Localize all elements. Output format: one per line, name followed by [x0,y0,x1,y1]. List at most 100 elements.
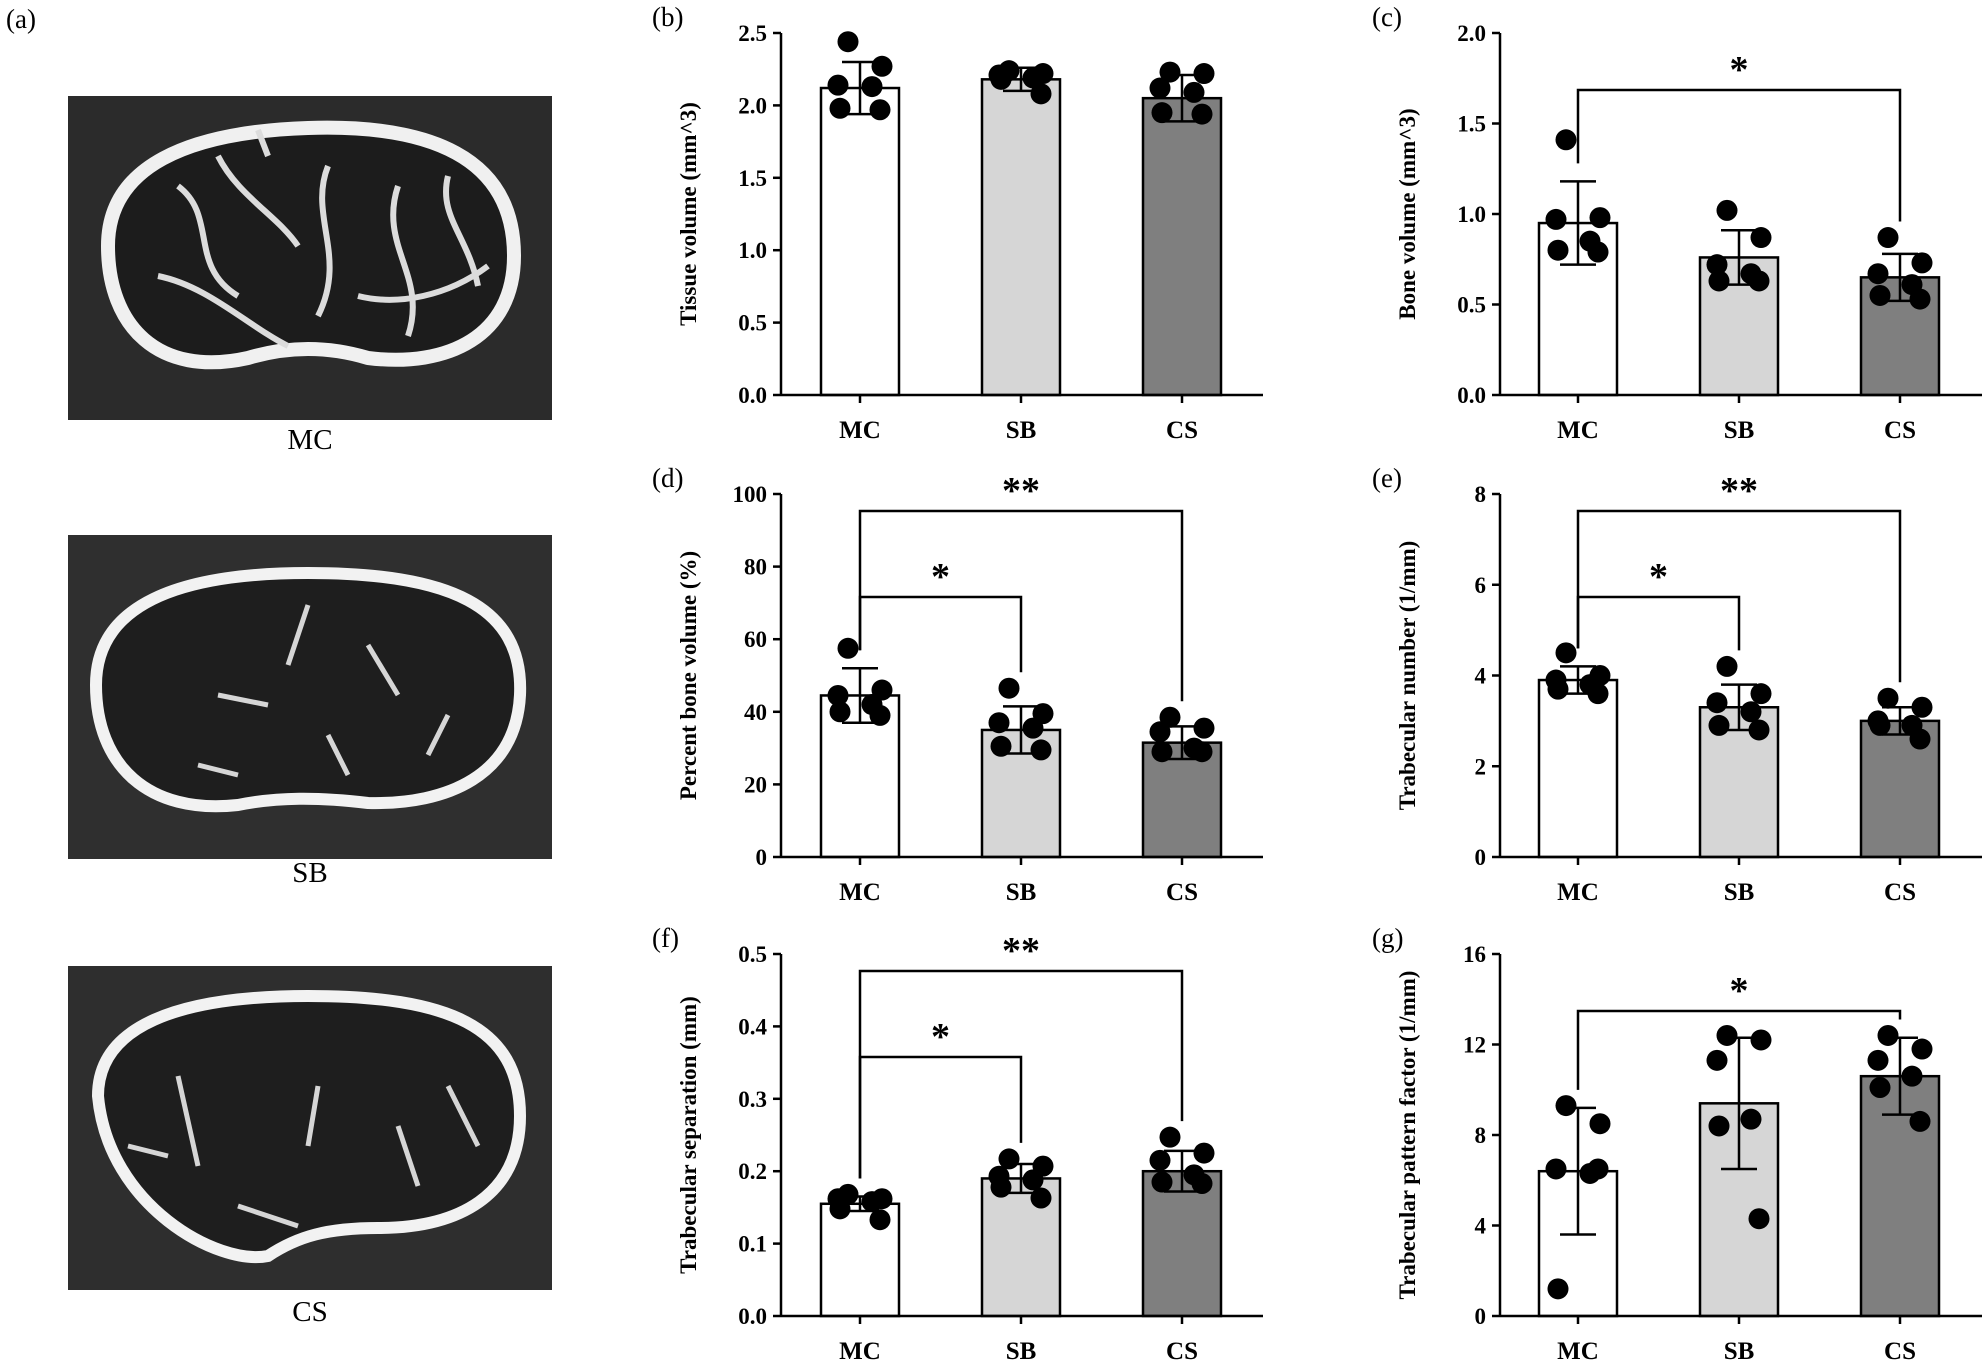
panel-letter: (f) [652,923,679,953]
panel-letter: (b) [652,2,683,32]
data-point [1909,288,1931,310]
data-point [1589,1113,1611,1135]
y-tick-label: 0 [756,845,768,870]
data-point [1911,252,1933,274]
data-point [1748,270,1770,292]
x-tick-label: CS [1884,417,1916,444]
data-point [829,1198,851,1220]
panel-letter: (g) [1372,923,1403,953]
data-point [1030,83,1052,105]
y-tick-label: 2.5 [738,21,767,46]
data-point [1911,1038,1933,1060]
data-point [1183,81,1205,103]
significance-bracket [1576,595,1741,651]
y-tick-label: 100 [733,482,768,507]
x-tick-label: SB [1724,1338,1755,1365]
data-point [1547,1278,1569,1300]
significance-label: ** [1002,470,1040,512]
data-point [1869,714,1891,736]
y-tick-label: 0.5 [738,311,767,336]
data-point [1149,77,1171,99]
y-tick-label: 6 [1475,573,1487,598]
data-point [988,712,1010,734]
data-point [1547,678,1569,700]
y-tick-label: 1.0 [738,238,767,263]
x-tick-label: MC [839,1338,881,1365]
x-tick-label: MC [1557,879,1599,906]
x-tick-label: MC [1557,1338,1599,1365]
data-point [1911,696,1933,718]
panel-letter: (d) [652,463,683,493]
data-point [1716,199,1738,221]
y-tick-label: 4 [1475,1214,1487,1239]
data-point [1191,103,1213,125]
significance-label: * [1730,970,1749,1012]
data-point [829,701,851,723]
data-point [1030,739,1052,761]
data-point [837,637,859,659]
x-tick-label: SB [1006,879,1037,906]
significance-label: ** [1002,930,1040,972]
data-point [1587,241,1609,263]
significance-bracket [858,509,1184,702]
x-tick-label: SB [1724,879,1755,906]
significance-label: * [931,1016,950,1058]
significance-label: ** [1720,470,1758,512]
data-point [1869,1076,1891,1098]
data-point [829,97,851,119]
data-point [827,684,849,706]
ct-caption-mc: MC [287,424,333,456]
y-tick-label: 20 [744,772,767,797]
data-point [1589,207,1611,229]
x-tick-label: SB [1006,1338,1037,1365]
y-axis-label: Trabecular number (1/mm) [1395,541,1420,811]
data-point [1869,284,1891,306]
y-axis-label: Percent bone volume (%) [676,551,701,800]
panel-a-letter: (a) [6,4,36,34]
significance-bracket [1576,88,1902,222]
bar-cs [1141,741,1223,859]
y-tick-label: 2.0 [738,93,767,118]
y-axis-label: Tissue volume (mm^3) [676,102,701,326]
bar-sb [980,78,1062,397]
chart-g: (g) 0 4 8 12 16 MC SB CS Trabecular pattern facto… [1372,923,1982,1365]
data-point [1555,642,1577,664]
data-point [1909,1110,1931,1132]
significance-label: * [1649,556,1668,598]
y-tick-label: 0.1 [738,1232,767,1257]
x-tick-label: MC [839,879,881,906]
data-point [1191,1173,1213,1195]
data-point [1708,1115,1730,1137]
data-point [1877,687,1899,709]
data-point [1867,1049,1889,1071]
y-tick-label: 1.5 [1457,112,1486,137]
data-point [869,704,891,726]
data-point [1022,1169,1044,1191]
data-point [861,76,883,98]
data-point [1587,683,1609,705]
y-tick-label: 2 [1475,754,1487,779]
data-point [871,55,893,77]
data-point [1901,1065,1923,1087]
chart-c: (c) 0.0 0.5 1.0 1.5 2.0 MC SB CS Bone volume (mm^… [1372,2,1982,444]
data-point [1708,714,1730,736]
data-point [869,99,891,121]
data-point [1587,1158,1609,1180]
ct-image-cs [68,966,552,1290]
y-tick-label: 8 [1475,482,1487,507]
x-tick-label: SB [1006,417,1037,444]
data-point [990,1176,1012,1198]
significance-label: * [1730,49,1749,91]
ct-image-sb [68,535,552,859]
y-tick-label: 1.0 [1457,202,1486,227]
data-point [1193,63,1215,85]
data-point [1547,239,1569,261]
data-point [1706,692,1728,714]
significance-bracket [1576,1009,1902,1090]
data-point [1706,254,1728,276]
data-point [1708,270,1730,292]
y-tick-label: 12 [1463,1033,1486,1058]
data-point [1750,1029,1772,1051]
y-tick-label: 0.0 [738,1304,767,1329]
data-point [1149,721,1171,743]
